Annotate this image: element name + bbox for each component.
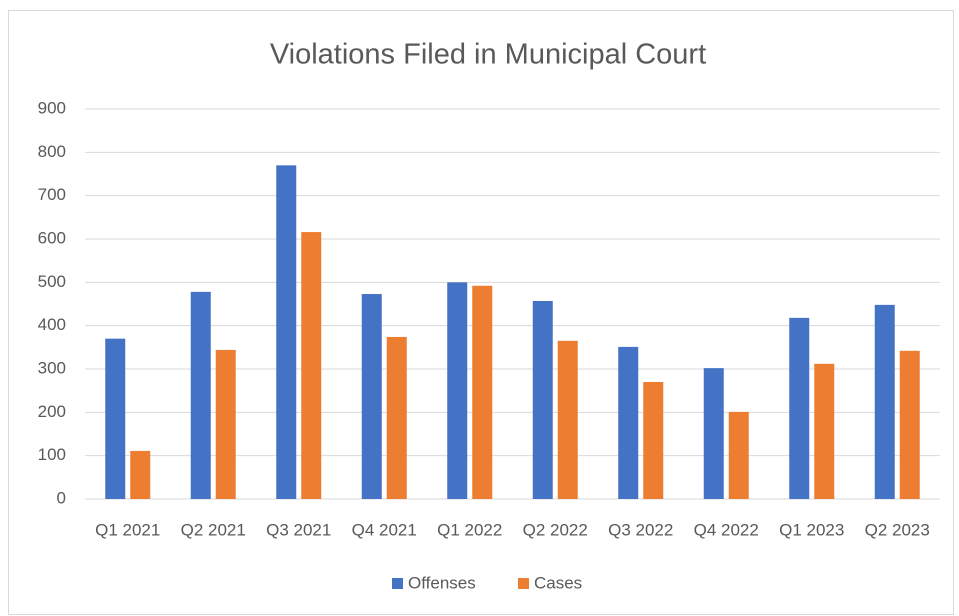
- x-tick-label: Q3 2022: [608, 520, 673, 539]
- bar: [472, 285, 493, 499]
- bar: [190, 291, 211, 499]
- bar: [814, 363, 835, 499]
- y-tick-label: 200: [38, 402, 66, 421]
- bar: [874, 304, 895, 499]
- x-tick-label: Q2 2021: [181, 520, 246, 539]
- bar: [643, 382, 664, 499]
- bar: [301, 232, 322, 500]
- bar: [130, 450, 151, 499]
- y-tick-label: 500: [38, 272, 66, 291]
- bar: [276, 165, 297, 500]
- legend-swatch: [392, 578, 403, 589]
- y-tick-label: 400: [38, 315, 66, 334]
- y-tick-label: 900: [38, 98, 66, 117]
- x-tick-label: Q1 2023: [779, 520, 844, 539]
- bar: [386, 336, 407, 499]
- x-tick-label: Q2 2023: [865, 520, 930, 539]
- x-tick-label: Q1 2021: [95, 520, 160, 539]
- y-tick-label: 700: [38, 185, 66, 204]
- bar: [447, 282, 468, 499]
- y-tick-label: 600: [38, 228, 66, 247]
- x-tick-label: Q2 2022: [523, 520, 588, 539]
- legend-label: Offenses: [408, 573, 476, 592]
- bar: [703, 368, 724, 499]
- legend-label: Cases: [534, 573, 582, 592]
- x-tick-label: Q4 2021: [352, 520, 417, 539]
- bar: [215, 349, 236, 499]
- bar: [557, 340, 578, 499]
- bar: [618, 346, 639, 499]
- y-tick-label: 0: [57, 488, 66, 507]
- x-tick-label: Q1 2022: [437, 520, 502, 539]
- y-tick-label: 800: [38, 142, 66, 161]
- bar: [532, 300, 553, 499]
- x-tick-label: Q4 2022: [694, 520, 759, 539]
- bar: [105, 338, 126, 499]
- bar: [789, 317, 810, 499]
- bar: [899, 350, 920, 499]
- x-tick-label: Q3 2021: [266, 520, 331, 539]
- legend-swatch: [518, 578, 529, 589]
- bar: [361, 294, 382, 499]
- y-tick-label: 100: [38, 445, 66, 464]
- y-tick-label: 300: [38, 358, 66, 377]
- bar: [728, 411, 749, 499]
- chart-title: Violations Filed in Municipal Court: [270, 39, 706, 71]
